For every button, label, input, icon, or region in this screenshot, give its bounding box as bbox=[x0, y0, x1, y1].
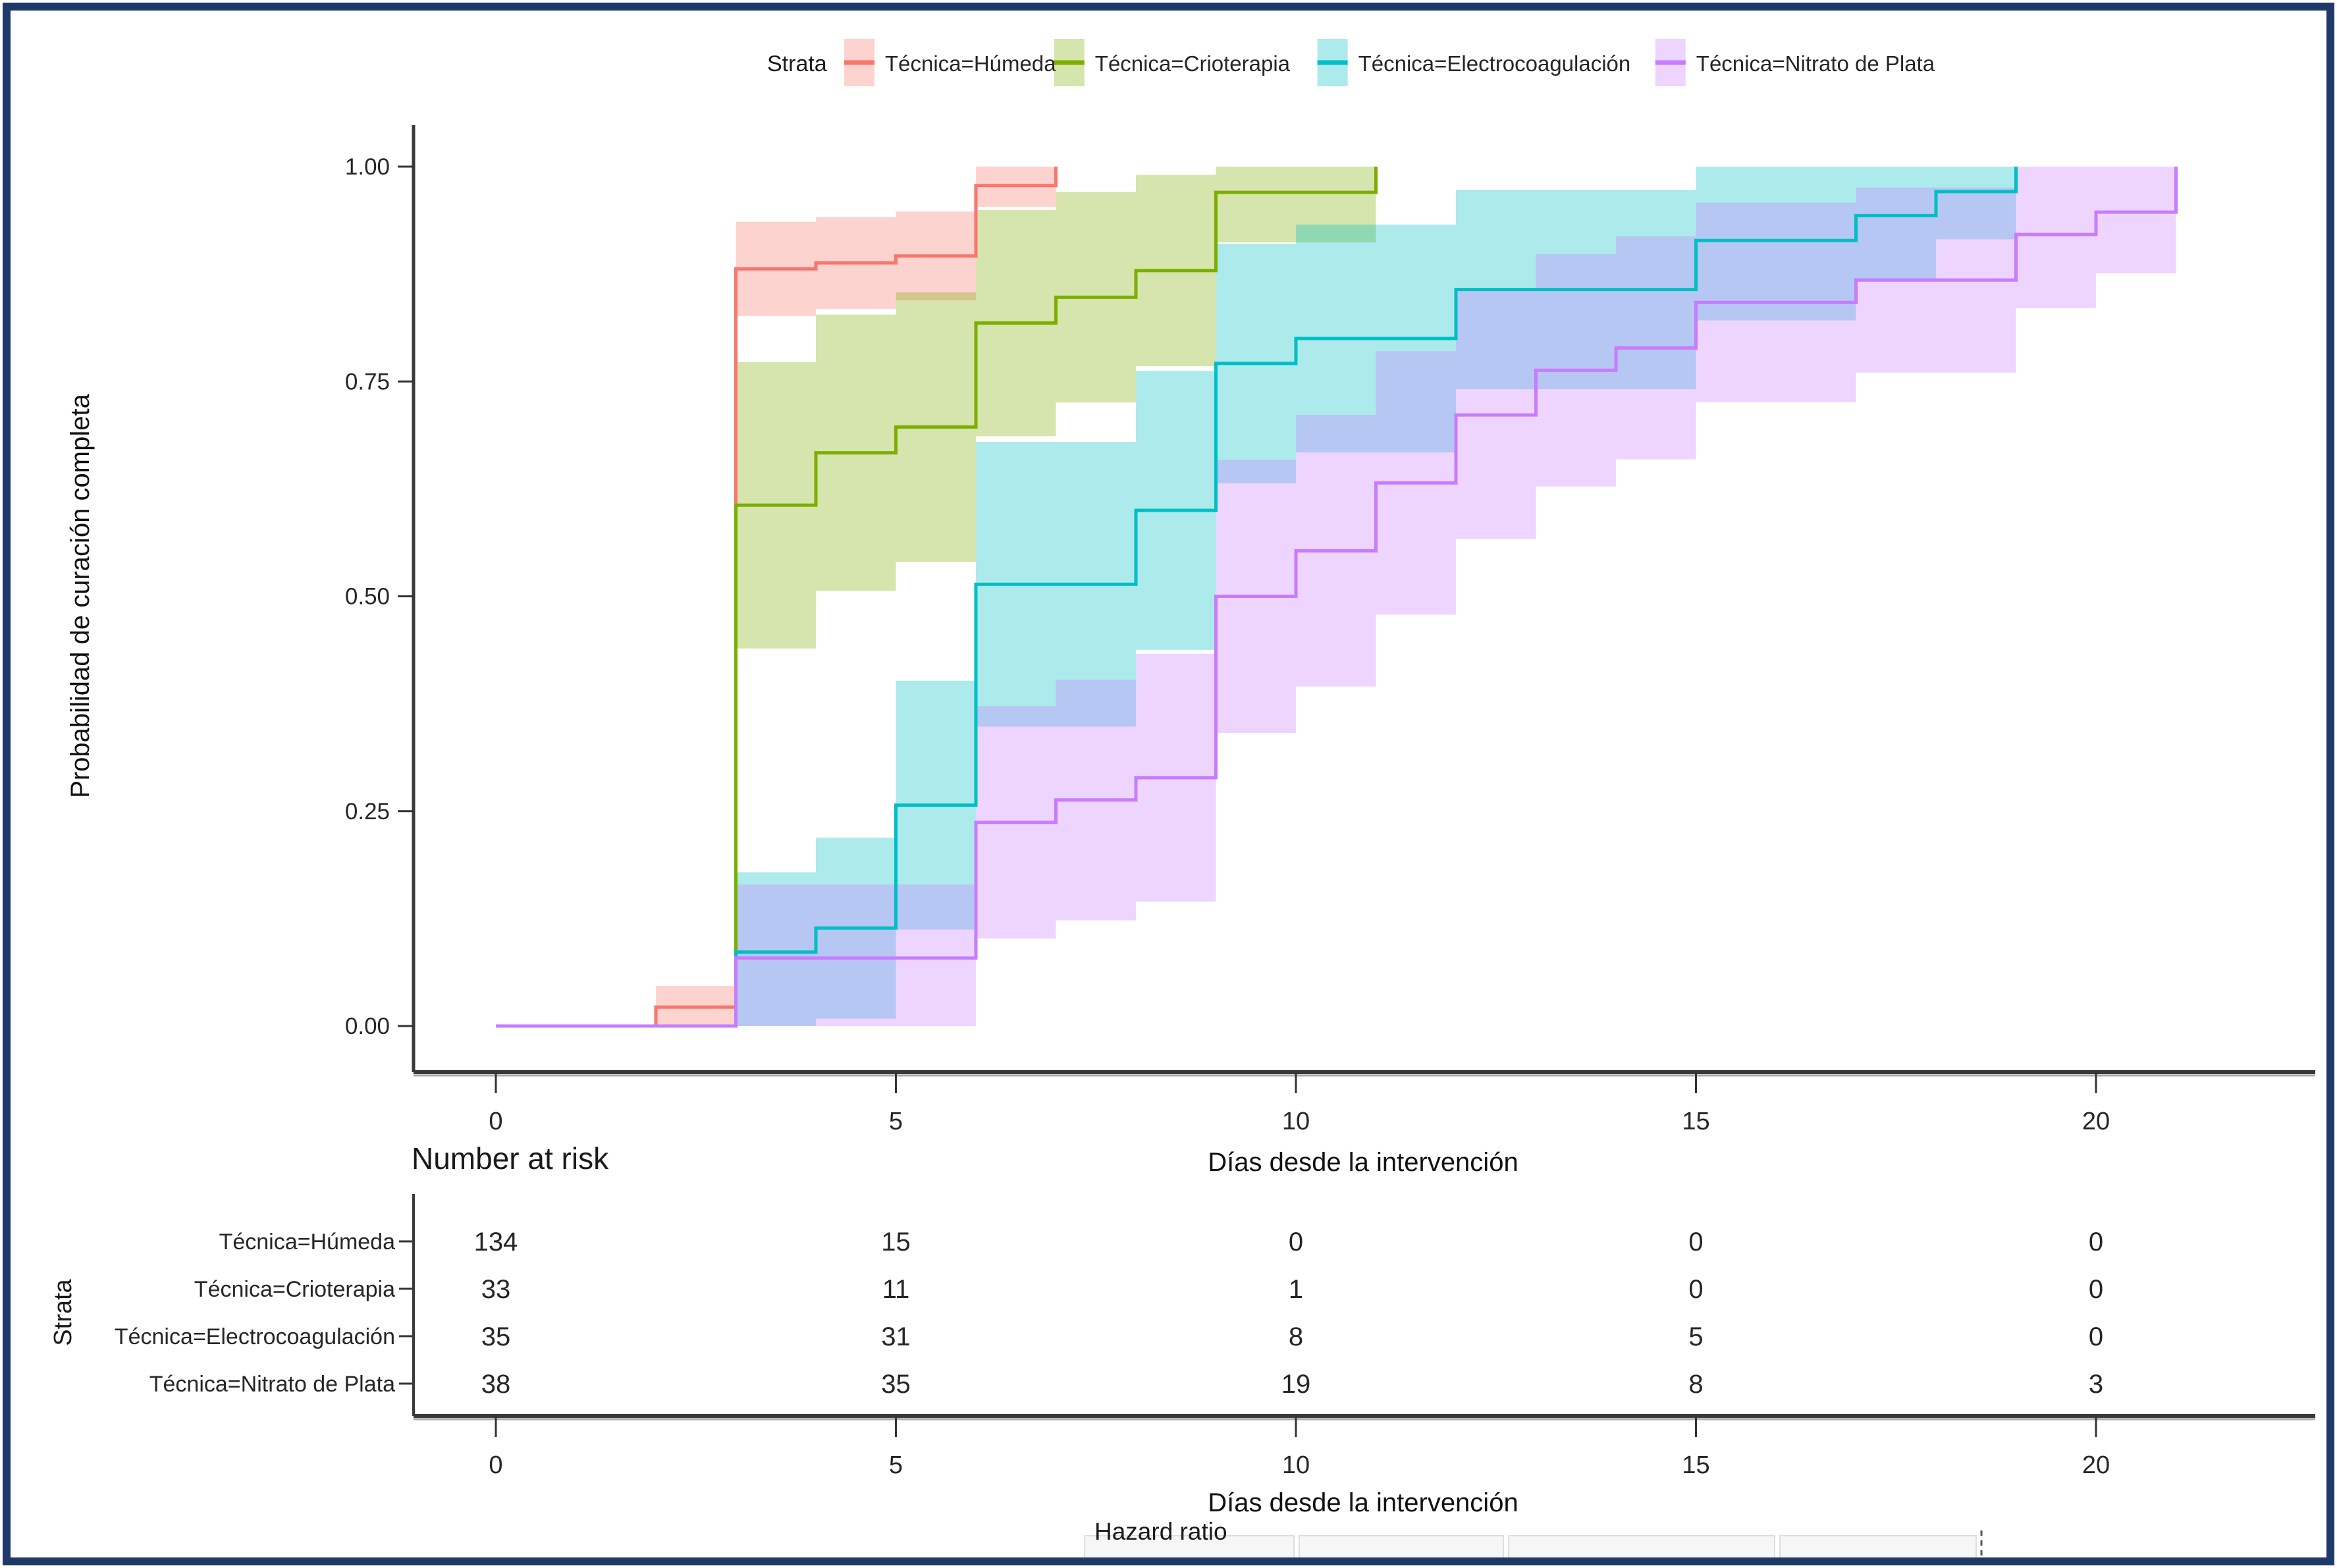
risk-value: 1 bbox=[1289, 1275, 1303, 1304]
risk-x-tick-label: 10 bbox=[1282, 1451, 1310, 1479]
risk-value: 35 bbox=[481, 1322, 511, 1351]
risk-x-tick-label: 15 bbox=[1682, 1451, 1709, 1479]
page-border bbox=[3, 3, 2334, 1565]
legend: Técnica=Húmeda Técnica=Crioterapia Técnica… bbox=[844, 39, 1935, 86]
risk-row-label: Técnica=Crioterapia bbox=[194, 1277, 395, 1302]
ci-band-3 bbox=[496, 167, 2176, 1026]
legend-item: Técnica=Crioterapia bbox=[1054, 39, 1291, 86]
legend-label: Técnica=Electrocoagulación bbox=[1358, 51, 1631, 76]
y-tick-label: 1.00 bbox=[345, 154, 390, 180]
risk-value: 38 bbox=[481, 1370, 511, 1399]
hazard-plot-fragment bbox=[1779, 1535, 1977, 1559]
y-axis-title: Probabilidad de curación completa bbox=[66, 393, 95, 798]
x-tick-label: 0 bbox=[489, 1108, 502, 1135]
x-tick-label: 5 bbox=[889, 1108, 903, 1135]
risk-value: 11 bbox=[882, 1275, 910, 1304]
risk-value: 33 bbox=[481, 1275, 511, 1304]
risk-value: 35 bbox=[881, 1370, 911, 1399]
hazard-plot-fragment bbox=[1299, 1535, 1504, 1559]
legend-label: Técnica=Nitrato de Plata bbox=[1696, 51, 1935, 76]
legend-item: Técnica=Nitrato de Plata bbox=[1655, 39, 1935, 86]
risk-x-tick-label: 5 bbox=[889, 1451, 903, 1479]
risk-value: 0 bbox=[1688, 1228, 1703, 1257]
risk-value: 0 bbox=[2089, 1322, 2103, 1351]
curve-0 bbox=[496, 167, 1058, 1028]
risk-value: 5 bbox=[1688, 1322, 1703, 1351]
risk-table-strata-label: Strata bbox=[49, 1278, 77, 1345]
risk-row: Técnica=Crioterapia 33 11 1 0 0 bbox=[194, 1275, 2103, 1304]
risk-value: 8 bbox=[1688, 1370, 1703, 1399]
risk-value: 19 bbox=[1281, 1370, 1311, 1399]
x-axis-title-table: Días desde la intervención bbox=[1208, 1488, 1518, 1517]
risk-row-label: Técnica=Electrocoagulación bbox=[115, 1324, 395, 1349]
risk-value: 0 bbox=[2089, 1228, 2103, 1257]
risk-value: 3 bbox=[2089, 1370, 2103, 1399]
legend-item: Técnica=Electrocoagulación bbox=[1317, 39, 1631, 86]
risk-row-label: Técnica=Húmeda bbox=[219, 1230, 396, 1255]
curve-2 bbox=[496, 167, 2018, 1028]
risk-value: 134 bbox=[474, 1228, 518, 1257]
x-axis-title-main: Días desde la intervención bbox=[1208, 1148, 1518, 1177]
risk-table-title: Number at risk bbox=[412, 1141, 609, 1176]
survival-curves bbox=[496, 167, 2178, 1028]
risk-row: Técnica=Nitrato de Plata 38 35 19 8 3 bbox=[149, 1370, 2103, 1399]
hazard-ratio-strip bbox=[1084, 1530, 1983, 1559]
legend-label: Técnica=Crioterapia bbox=[1095, 51, 1291, 76]
legend-label: Técnica=Húmeda bbox=[885, 51, 1056, 76]
x-tick-label: 20 bbox=[2082, 1108, 2110, 1135]
x-tick-label: 10 bbox=[1282, 1108, 1310, 1135]
y-tick-label: 0.50 bbox=[345, 584, 390, 610]
legend-item: Técnica=Húmeda bbox=[844, 39, 1056, 86]
x-tick-label: 15 bbox=[1682, 1108, 1709, 1135]
confidence-bands bbox=[496, 167, 2176, 1026]
risk-value: 0 bbox=[1289, 1228, 1303, 1257]
risk-table: Técnica=Húmeda 134 15 0 0 0Técnica=Crioterapi… bbox=[115, 1194, 2315, 1479]
risk-row-label: Técnica=Nitrato de Plata bbox=[149, 1372, 395, 1397]
ci-band-1 bbox=[496, 167, 1376, 1026]
y-tick-label: 0.00 bbox=[345, 1014, 390, 1039]
risk-x-tick-label: 0 bbox=[489, 1451, 502, 1479]
risk-value: 31 bbox=[881, 1322, 911, 1351]
risk-row: Técnica=Húmeda 134 15 0 0 0 bbox=[219, 1228, 2104, 1257]
hazard-plot-fragment bbox=[1084, 1535, 1295, 1559]
y-tick-label: 0.75 bbox=[345, 369, 390, 394]
risk-value: 0 bbox=[2089, 1275, 2103, 1304]
risk-value: 8 bbox=[1289, 1322, 1303, 1351]
risk-value: 15 bbox=[881, 1228, 911, 1257]
risk-row: Técnica=Electrocoagulación 35 31 8 5 0 bbox=[115, 1322, 2103, 1351]
axes: 1.00 0.75 0.50 0.25 0.00 0 5 10 15 20 bbox=[345, 125, 2315, 1135]
curve-3 bbox=[496, 167, 2178, 1028]
ci-band-2 bbox=[496, 167, 2016, 1026]
legend-title: Strata bbox=[767, 51, 827, 76]
y-tick-label: 0.25 bbox=[345, 799, 390, 825]
hazard-ratio-label: Hazard ratio bbox=[1094, 1518, 1227, 1545]
risk-value: 0 bbox=[1688, 1275, 1703, 1304]
curve-1 bbox=[496, 167, 1378, 1028]
risk-x-tick-label: 20 bbox=[2082, 1451, 2110, 1479]
